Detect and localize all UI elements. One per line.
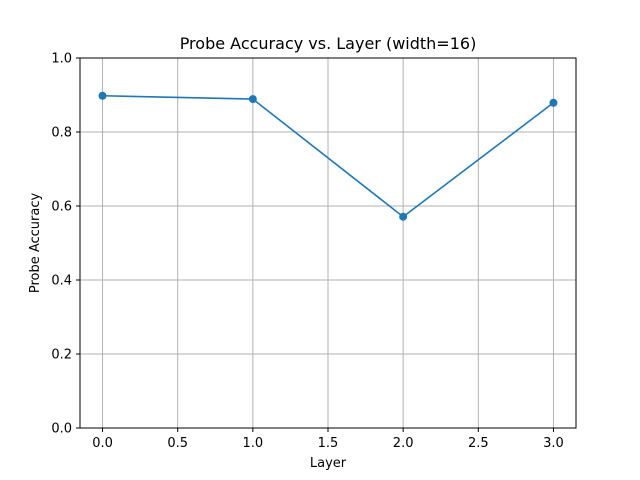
y-tick-label: 0.8 — [51, 126, 72, 141]
y-tick-label: 0.6 — [51, 200, 72, 215]
data-point — [98, 91, 107, 100]
x-tick-label: 0.0 — [92, 436, 113, 451]
data-point — [549, 98, 558, 107]
data-point — [399, 212, 408, 221]
y-tick-label: 0.4 — [51, 274, 72, 289]
series-line — [102, 94, 554, 218]
plot-frame — [79, 57, 577, 429]
x-tick-label: 0.5 — [167, 436, 188, 451]
x-tick-label: 1.0 — [243, 436, 264, 451]
chart-title: Probe Accuracy vs. Layer (width=16) — [180, 34, 477, 53]
series-layer — [98, 91, 558, 221]
grid — [80, 57, 576, 429]
y-tick-label: 0.0 — [51, 422, 72, 437]
y-axis-label: Probe Accuracy — [28, 193, 43, 294]
x-axis-label: Layer — [310, 456, 347, 471]
x-tick-label: 3.0 — [543, 436, 564, 451]
x-tick-label: 2.5 — [468, 436, 489, 451]
data-point — [248, 95, 257, 104]
x-tick-label: 2.0 — [393, 436, 414, 451]
ticks: 0.0 0.5 1.0 1.5 2.0 2.5 3.0 0.0 0.2 0.4 0.6 0.8 1.0 — [51, 52, 563, 452]
x-tick-label: 1.5 — [318, 436, 339, 451]
y-tick-label: 1.0 — [51, 52, 72, 67]
y-tick-label: 0.2 — [51, 348, 72, 363]
